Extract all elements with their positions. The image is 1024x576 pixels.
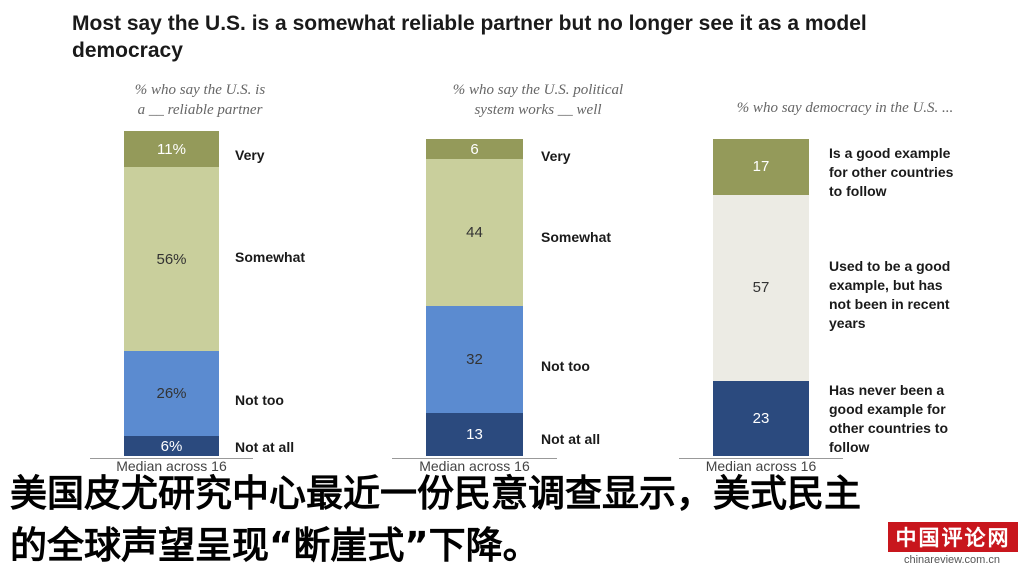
chart-subtitle-2: % who say the U.S. political system work… (452, 82, 624, 118)
site-logo: 中国评论网 (888, 522, 1018, 552)
bar-segment: 6% (124, 436, 219, 456)
segment-category-label: Very (235, 147, 265, 163)
stacked-bar-2: 6 44 32 13 (426, 139, 523, 456)
bar-segment: 44 (426, 159, 523, 306)
segment-category-label: Has never been a good example for other … (829, 382, 949, 455)
segment-category-label: Is a good example for other countries to… (829, 145, 954, 199)
segment-category-label: Not too (235, 392, 284, 408)
segment-category-label: Somewhat (541, 229, 612, 245)
segment-category-label: Not at all (541, 431, 601, 447)
bar-baseline (679, 458, 843, 459)
site-url: chinareview.com.cn (904, 554, 1000, 566)
bar-segment: 26% (124, 350, 219, 437)
bar-segment: 57 (713, 194, 809, 381)
segment-category-label: Not at all (235, 439, 295, 455)
median-note: Median across 16 (116, 458, 227, 474)
bar-segment: 32 (426, 305, 523, 413)
bar-baseline (90, 458, 253, 459)
bar-segment: 13 (426, 412, 523, 456)
bar-baseline (392, 458, 557, 459)
segment-category-label: Somewhat (235, 249, 306, 265)
bar-segment: 23 (713, 380, 809, 456)
segment-category-label: Not too (541, 358, 590, 374)
chart-title: Most say the U.S. is a somewhat reliable… (72, 12, 867, 62)
bar-segment: 11% (124, 131, 219, 168)
news-caption: 美国皮尤研究中心最近一份民意调查显示，美式民主 的全球声望呈现“断崖式”下降。 (10, 472, 861, 567)
bar-segment: 56% (124, 167, 219, 351)
chart-subtitle-1: % who say the U.S. is a __ reliable part… (134, 82, 266, 118)
bar-segment: 6 (426, 139, 523, 160)
stacked-bar-3: 17 57 23 (713, 139, 809, 456)
chart-subtitle-3: % who say democracy in the U.S. ... (736, 100, 954, 116)
segment-category-label: Very (541, 148, 571, 164)
median-note: Median across 16 (419, 458, 530, 474)
segment-category-label: Used to be a good example, but has not b… (829, 258, 951, 331)
median-note: Median across 16 (705, 458, 817, 474)
bar-segment: 17 (713, 139, 809, 195)
stacked-bar-1: 11% 56% 26% 6% (124, 131, 219, 456)
